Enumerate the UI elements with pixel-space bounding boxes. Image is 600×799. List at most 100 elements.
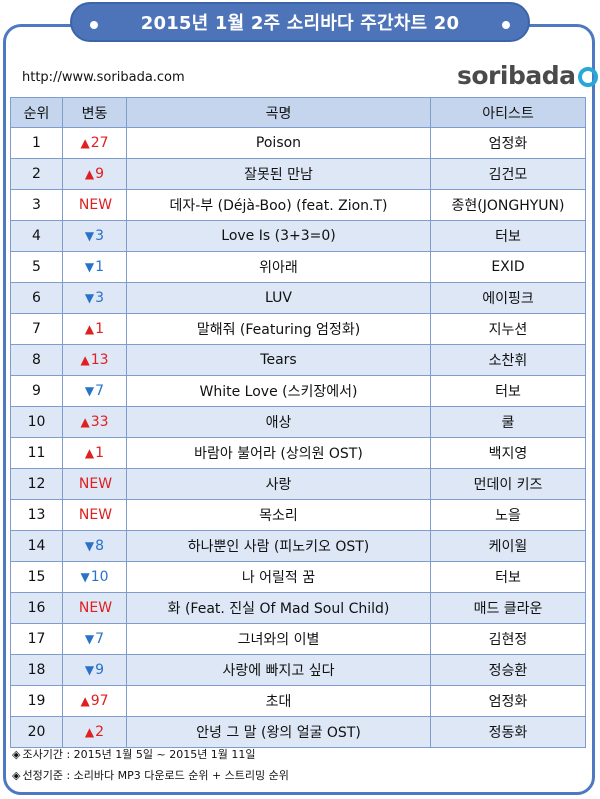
change-value: 9 <box>95 166 105 182</box>
soribada-logo: soribada <box>457 58 598 92</box>
table-row: 6 ▼3 LUV 에이핑크 <box>10 282 586 314</box>
table-row: 7 ▲1 말해줘 (Featuring 엄정화) 지누션 <box>10 313 586 345</box>
change-value: 33 <box>90 414 109 430</box>
change-cell: ▼7 <box>62 375 127 407</box>
rank-down-icon: ▼ <box>80 570 90 584</box>
table-row: 11 ▲1 바람아 불어라 (상의원 OST) 백지영 <box>10 437 586 469</box>
song-cell: 잘못된 만남 <box>126 158 431 190</box>
table-row: 1 ▲27 Poison 엄정화 <box>10 127 586 159</box>
song-cell: 화 (Feat. 진실 Of Mad Soul Child) <box>126 592 431 624</box>
artist-cell: 지누션 <box>430 313 586 345</box>
rank-cell: 13 <box>10 499 63 531</box>
song-cell: 초대 <box>126 685 431 717</box>
rank-up-icon: ▲ <box>80 353 90 367</box>
table-row: 17 ▼7 그녀와의 이별 김현정 <box>10 623 586 655</box>
change-cell: ▼8 <box>62 530 127 562</box>
change-cell: ▲2 <box>62 716 127 748</box>
song-cell: 데자-부 (Déjà-Boo) (feat. Zion.T) <box>126 189 431 221</box>
rank-up-icon: ▲ <box>80 415 90 429</box>
rank-cell: 9 <box>10 375 63 407</box>
rank-cell: 7 <box>10 313 63 345</box>
header-change: 변동 <box>62 97 127 128</box>
song-cell: 사랑 <box>126 468 431 500</box>
song-cell: 안녕 그 말 (왕의 얼굴 OST) <box>126 716 431 748</box>
table-row: 12 NEW 사랑 먼데이 키즈 <box>10 468 586 500</box>
artist-cell: 쿨 <box>430 406 586 438</box>
site-url: http://www.soribada.com <box>22 70 185 85</box>
table-row: 8 ▲13 Tears 소찬휘 <box>10 344 586 376</box>
rank-down-icon: ▼ <box>84 260 95 274</box>
song-cell: White Love (스키장에서) <box>126 375 431 407</box>
footnotes: ◈ 조사기간 : 2015년 1월 5일 ~ 2015년 1월 11일 ◈ 선정기준… <box>12 744 289 786</box>
title-banner: 2015년 1월 2주 소리바다 주간차트 20 <box>70 2 530 42</box>
rank-up-icon: ▲ <box>84 167 95 181</box>
table-row: 5 ▼1 위아래 EXID <box>10 251 586 283</box>
rank-up-icon: ▲ <box>80 136 90 150</box>
artist-cell: 노을 <box>430 499 586 531</box>
note-text: 선정기준 : 소리바다 MP3 다운로드 순위 + 스트리밍 순위 <box>22 769 289 782</box>
change-value: 9 <box>95 662 105 678</box>
artist-cell: 터보 <box>430 561 586 593</box>
change-cell: NEW <box>62 468 127 500</box>
artist-cell: 엄정화 <box>430 127 586 159</box>
rank-up-icon: ▲ <box>80 694 90 708</box>
header-song: 곡명 <box>126 97 431 128</box>
table-row: 19 ▲97 초대 엄정화 <box>10 685 586 717</box>
rank-cell: 14 <box>10 530 63 562</box>
artist-cell: 케이윌 <box>430 530 586 562</box>
rank-down-icon: ▼ <box>84 663 95 677</box>
change-cell: ▲27 <box>62 127 127 159</box>
table-row: 2 ▲9 잘못된 만남 김건모 <box>10 158 586 190</box>
song-cell: 사랑에 빠지고 싶다 <box>126 654 431 686</box>
song-cell: 위아래 <box>126 251 431 283</box>
rank-cell: 18 <box>10 654 63 686</box>
rank-up-icon: ▲ <box>84 725 95 739</box>
song-cell: Love Is (3+3=0) <box>126 220 431 252</box>
rank-up-icon: ▲ <box>84 322 95 336</box>
rank-cell: 3 <box>10 189 63 221</box>
change-value: 3 <box>95 228 105 244</box>
artist-cell: 소찬휘 <box>430 344 586 376</box>
song-cell: 그녀와의 이별 <box>126 623 431 655</box>
rank-cell: 10 <box>10 406 63 438</box>
header-row: 순위 변동 곡명 아티스트 <box>10 97 586 128</box>
note-period: ◈ 조사기간 : 2015년 1월 5일 ~ 2015년 1월 11일 <box>12 744 289 765</box>
bullet-dot-icon <box>502 21 510 29</box>
change-value: 1 <box>95 445 105 461</box>
logo-text: soribada <box>457 60 576 90</box>
chart-body: 1 ▲27 Poison 엄정화 2 ▲9 잘못된 만남 김건모 3 NEW 데자-부 (Déjà-… <box>10 127 586 748</box>
change-value: 7 <box>95 383 105 399</box>
rank-down-icon: ▼ <box>84 291 95 305</box>
table-row: 14 ▼8 하나뿐인 사람 (피노키오 OST) 케이윌 <box>10 530 586 562</box>
change-cell: ▼7 <box>62 623 127 655</box>
song-cell: 목소리 <box>126 499 431 531</box>
note-criteria: ◈ 선정기준 : 소리바다 MP3 다운로드 순위 + 스트리밍 순위 <box>12 765 289 786</box>
change-cell: ▲33 <box>62 406 127 438</box>
song-cell: 나 어릴적 꿈 <box>126 561 431 593</box>
new-entry-badge: NEW <box>78 197 113 213</box>
change-value: 8 <box>95 538 105 554</box>
header-rank: 순위 <box>10 97 63 128</box>
rank-cell: 20 <box>10 716 63 748</box>
change-value: 1 <box>95 259 105 275</box>
song-cell: Poison <box>126 127 431 159</box>
rank-cell: 1 <box>10 127 63 159</box>
change-value: 3 <box>95 290 105 306</box>
artist-cell: 먼데이 키즈 <box>430 468 586 500</box>
song-cell: 바람아 불어라 (상의원 OST) <box>126 437 431 469</box>
change-cell: ▲9 <box>62 158 127 190</box>
rank-cell: 8 <box>10 344 63 376</box>
song-cell: Tears <box>126 344 431 376</box>
rank-cell: 4 <box>10 220 63 252</box>
change-value: 1 <box>95 321 105 337</box>
rank-down-icon: ▼ <box>84 384 95 398</box>
song-cell: 애상 <box>126 406 431 438</box>
rank-down-icon: ▼ <box>84 539 95 553</box>
artist-cell: 김건모 <box>430 158 586 190</box>
change-cell: ▲1 <box>62 313 127 345</box>
table-row: 13 NEW 목소리 노을 <box>10 499 586 531</box>
change-cell: NEW <box>62 592 127 624</box>
new-entry-badge: NEW <box>78 600 113 616</box>
rank-cell: 17 <box>10 623 63 655</box>
artist-cell: 종현(JONGHYUN) <box>430 189 586 221</box>
